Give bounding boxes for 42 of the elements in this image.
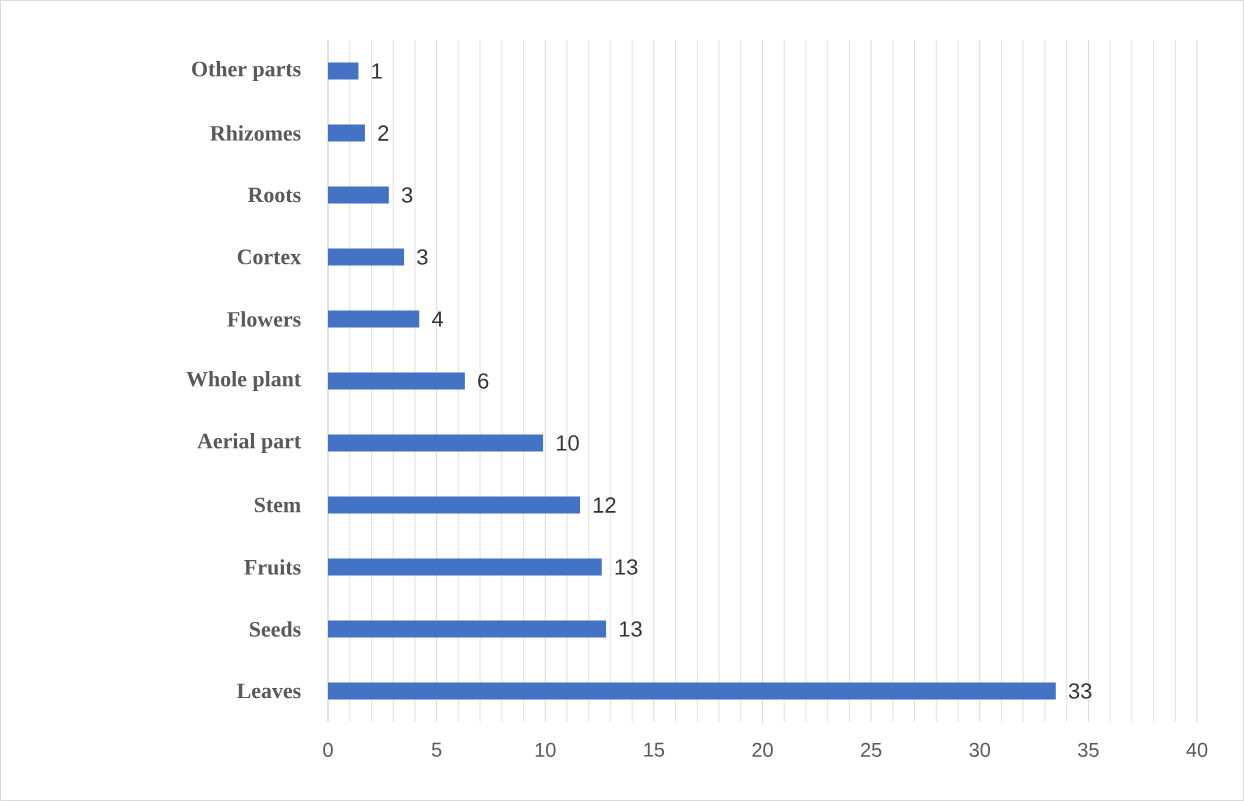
y-tick-label: Rhizomes	[210, 125, 301, 141]
bar	[328, 558, 602, 576]
y-tick-label: Other parts	[192, 61, 301, 81]
data-label: 2	[378, 125, 389, 141]
y-tick-label: Seeds	[249, 621, 301, 637]
bar	[328, 372, 465, 390]
x-tick-label: 10	[535, 742, 556, 757]
y-tick-label: Roots	[247, 187, 301, 203]
bar	[328, 62, 359, 80]
y-tick-label: Leaves	[237, 683, 301, 699]
bar	[328, 682, 1056, 700]
y-tick-label: Whole plant	[186, 371, 302, 391]
x-tick-label: 15	[644, 742, 665, 757]
data-label: 33	[1068, 683, 1092, 699]
y-tick-label: Stem	[254, 497, 301, 513]
x-tick-label: 30	[969, 742, 991, 757]
data-label: 1	[372, 63, 382, 79]
x-tick-label: 5	[431, 742, 442, 757]
data-label: 13	[619, 621, 642, 637]
data-label: 13	[615, 559, 638, 575]
x-tick-label: 40	[1186, 742, 1208, 757]
data-label: 12	[593, 497, 616, 513]
data-label: 10	[556, 435, 579, 451]
data-label: 3	[417, 249, 428, 265]
x-tick-label: 35	[1078, 742, 1099, 757]
bar	[328, 186, 389, 204]
data-label: 6	[478, 373, 489, 389]
x-tick-label: 20	[752, 742, 773, 757]
bar	[328, 620, 607, 638]
y-tick-label: Cortex	[237, 249, 302, 265]
data-label: 4	[431, 311, 443, 327]
bar	[328, 124, 365, 142]
x-tick-label: 0	[323, 742, 333, 757]
y-tick-label: Fruits	[244, 559, 301, 575]
x-tick-label: 25	[861, 742, 882, 757]
data-label: 3	[401, 187, 413, 203]
y-tick-label: Aerial part	[197, 433, 302, 453]
y-tick-label: Flowers	[227, 311, 301, 327]
bar	[328, 434, 544, 452]
bar	[328, 310, 420, 328]
bar	[328, 248, 405, 266]
bar	[328, 496, 581, 514]
